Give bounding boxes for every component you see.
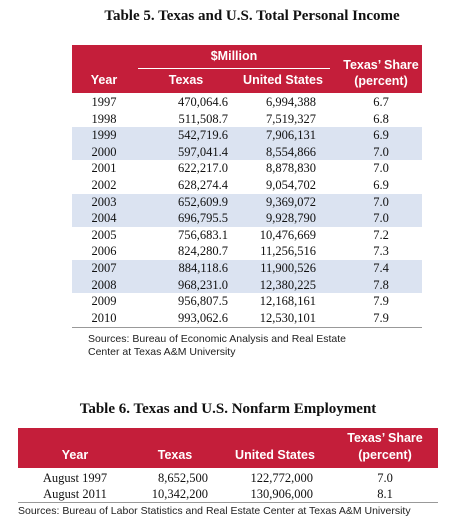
column-header: Texas’ Share (347, 431, 423, 445)
table-cell: 7.8 (373, 277, 389, 292)
table-cell: 2001 (91, 161, 117, 176)
table-cell: 968,231.0 (178, 277, 228, 292)
table-cell: 9,928,790 (266, 211, 316, 226)
table-cell: August 1997 (42, 471, 108, 485)
table-cell: 122,772,000 (250, 471, 314, 485)
source: Sources: Bureau of Labor Statistics and … (18, 505, 411, 517)
table-cell: 628,274.4 (178, 178, 228, 192)
table-cell: 6,994,388 (266, 95, 316, 109)
table-cell: 2006 (91, 244, 117, 259)
table-cell: 7.0 (373, 144, 389, 159)
column-header: Year (90, 73, 118, 87)
table-cell: 824,280.7 (178, 244, 228, 259)
table-cell: 7.4 (373, 261, 389, 275)
table-rule (18, 502, 438, 503)
table-cell: 7.9 (373, 294, 389, 309)
column-header: Texas (157, 448, 193, 462)
column-header: Texas’ Share (343, 58, 419, 72)
table-cell: 11,256,516 (260, 244, 316, 259)
column-header: United States (243, 73, 323, 87)
table-cell: 1998 (91, 111, 117, 126)
table-cell: 597,041.4 (178, 144, 228, 159)
table-cell: 993,062.6 (178, 310, 228, 325)
table-cell: 2009 (91, 294, 117, 309)
table-cell: 6.8 (373, 111, 389, 126)
table-cell: 7.0 (377, 471, 393, 485)
column-header: Year (61, 448, 89, 462)
table-cell: 10,476,669 (259, 227, 316, 242)
table-cell: 696,795.5 (178, 211, 228, 226)
row-band (72, 276, 422, 294)
table-cell: 9,369,072 (266, 194, 316, 209)
table-cell: 2002 (91, 178, 117, 192)
table-cell: 12,380,225 (259, 277, 316, 292)
table-cell: 756,683.1 (178, 227, 228, 242)
table-cell: 130,906,000 (250, 486, 314, 501)
table-cell: 12,168,161 (259, 294, 316, 309)
table-cell: 7.3 (373, 244, 389, 259)
table-cell: 9,054,702 (266, 178, 316, 192)
table-rule (72, 327, 422, 329)
table-cell: 2004 (91, 211, 117, 226)
table-cell: 8,652,500 (158, 471, 208, 485)
table-cell: 7.9 (373, 310, 389, 325)
table-cell: 956,807.5 (178, 294, 228, 309)
table-cell: 6.9 (373, 128, 389, 143)
table-cell: 11,900,526 (260, 261, 316, 275)
group-header: $Million (210, 49, 258, 63)
table-cell: 7.0 (373, 194, 389, 209)
row-band (72, 210, 422, 227)
table-cell: 6.9 (373, 178, 389, 192)
table-title: Table 5. Texas and U.S. Total Personal I… (104, 8, 400, 24)
table-cell: 622,217.0 (178, 161, 228, 176)
table-cell: 1997 (91, 95, 117, 109)
table-cell: 6.7 (373, 95, 389, 109)
group-rule (138, 68, 330, 69)
table-cell: August 2011 (43, 486, 107, 501)
table-cell: 8,554,866 (266, 144, 316, 159)
row-band (72, 127, 422, 144)
row-band (72, 260, 422, 277)
table-cell: 2000 (91, 144, 117, 159)
table-cell: 7.2 (373, 227, 389, 242)
table-cell: 10,342,200 (151, 486, 208, 501)
table-cell: 1999 (91, 128, 117, 143)
row-band (72, 143, 422, 161)
table-cell: 511,508.7 (178, 111, 228, 126)
table-cell: 542,719.6 (178, 128, 228, 143)
table-cell: 2007 (91, 261, 117, 275)
table-cell: 884,118.6 (178, 261, 228, 275)
column-header: (percent) (358, 448, 412, 462)
table-cell: 2005 (91, 227, 117, 242)
column-header: Texas (168, 73, 204, 87)
table-cell: 2010 (91, 310, 117, 325)
table-cell: 470,064.6 (178, 95, 228, 109)
table-cell: 12,530,101 (259, 310, 316, 325)
table-title: Table 6. Texas and U.S. Nonfarm Employme… (79, 401, 377, 417)
table-cell: 2003 (91, 194, 117, 209)
table-cell: 8,878,830 (266, 161, 316, 176)
table-header (18, 428, 438, 468)
source: Sources: Bureau of Economic Analysis and… (88, 333, 346, 358)
column-header: (percent) (354, 74, 408, 88)
row-band (72, 193, 422, 211)
table-cell: 7,906,131 (266, 128, 316, 143)
table-cell: 7.0 (373, 211, 389, 226)
table-cell: 7,519,327 (266, 111, 316, 126)
table-cell: 7.0 (373, 161, 389, 176)
table-cell: 2008 (91, 277, 117, 292)
table-cell: 8.1 (377, 486, 393, 501)
table-header (72, 45, 422, 93)
column-header: United States (235, 448, 315, 462)
table-cell: 652,609.9 (178, 194, 228, 209)
